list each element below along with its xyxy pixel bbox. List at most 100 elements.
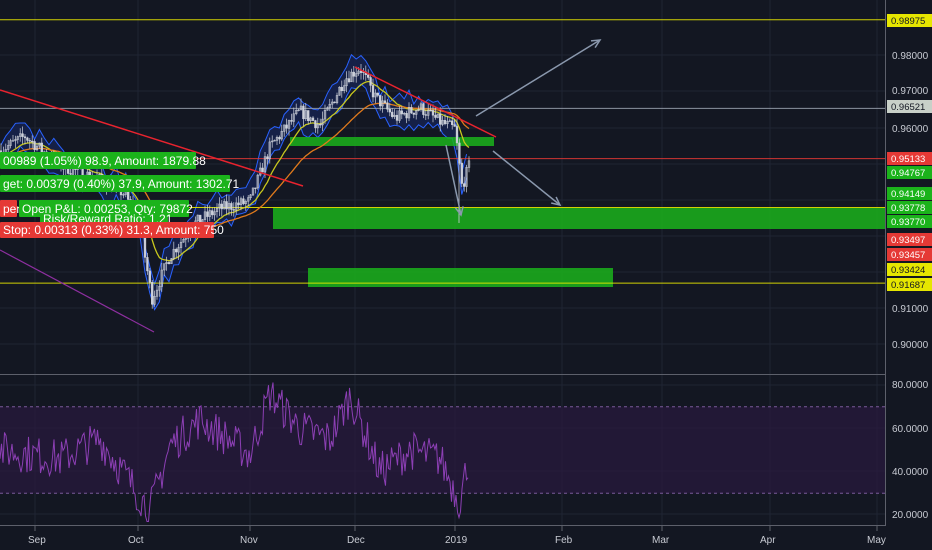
candle-body <box>182 239 185 243</box>
candle-body <box>347 78 351 83</box>
price-badge-label: 0.93424 <box>891 265 925 276</box>
candle-body <box>398 110 401 121</box>
position-labels: 00989 (1.05%) 98.9, Amount: 1879.88 get: … <box>0 152 240 238</box>
candle-body <box>263 156 267 173</box>
candle-body <box>280 131 283 140</box>
candle-body <box>40 142 43 153</box>
candle-body <box>227 203 231 210</box>
candle-body <box>218 203 221 209</box>
projection-arrow-drop-head <box>454 206 464 217</box>
candle-body <box>287 120 291 129</box>
candle-body <box>7 145 10 150</box>
position-label-box <box>0 222 214 238</box>
candle-body <box>177 247 180 253</box>
candle-body <box>465 167 468 187</box>
candle-body <box>376 92 379 96</box>
red-trendline <box>354 66 497 138</box>
candle-body <box>367 74 370 78</box>
candle-body <box>230 203 233 210</box>
candle-body <box>386 102 389 110</box>
candle-body <box>403 113 406 115</box>
x-tick-label: 2019 <box>445 535 468 546</box>
candle-body <box>244 200 247 204</box>
price-badge-label: 0.98975 <box>891 16 925 27</box>
drawings <box>0 39 602 333</box>
candle-body <box>388 108 391 113</box>
candle-body <box>38 142 41 147</box>
candle-body <box>33 141 36 151</box>
red-trendline <box>0 89 304 187</box>
price-badge <box>887 233 932 246</box>
candle-body <box>148 270 151 283</box>
y-tick-label: 0.96000 <box>892 124 929 135</box>
candle-body <box>429 109 432 112</box>
y-tick-label: 0.91000 <box>892 304 929 315</box>
x-tick-label: Mar <box>652 535 670 546</box>
candle-body <box>417 108 420 111</box>
candle-body <box>165 262 168 264</box>
candle-body <box>323 109 327 120</box>
candle-body <box>369 77 372 86</box>
projection-arrow-down <box>492 150 561 206</box>
candle-body <box>249 194 252 198</box>
candle-body <box>309 117 312 121</box>
candle-body <box>127 190 130 200</box>
candle-body <box>331 101 334 105</box>
candle-body <box>381 100 384 107</box>
position-label-box <box>0 200 17 217</box>
price-badge <box>887 166 932 179</box>
x-tick-label: Nov <box>240 535 258 546</box>
candle-body <box>415 110 418 115</box>
candle-body <box>333 101 336 104</box>
price-badge-label: 0.93770 <box>891 217 925 228</box>
candle-body <box>247 197 250 202</box>
candle-body <box>391 111 394 117</box>
price-badge <box>887 215 932 228</box>
position-label-box <box>0 175 230 192</box>
position-label-text: Stop: 0.00313 (0.33%) 31.3, Amount: 750 <box>3 223 224 237</box>
candle-body <box>21 133 24 137</box>
price-badge <box>887 100 932 113</box>
position-label-text: get: 0.00379 (0.40%) 37.9, Amount: 1302.… <box>3 177 240 191</box>
position-label-box <box>0 152 196 169</box>
candle-body <box>463 183 466 187</box>
candle-body <box>158 286 161 291</box>
time-axis: Sep Oct Nov Dec 2019 Feb Mar Apr May <box>28 535 886 546</box>
candle-body <box>446 121 449 125</box>
candle-body <box>155 289 159 297</box>
candle-body <box>211 210 214 216</box>
position-label-text: 00989 (1.05%) 98.9, Amount: 1879.88 <box>3 154 206 168</box>
candle-body <box>316 124 319 129</box>
candle-body <box>215 207 219 212</box>
rsi-tick-label: 40.0000 <box>892 467 929 478</box>
candle-body <box>319 124 322 126</box>
x-tick-label: Apr <box>760 535 776 546</box>
candle-body <box>400 110 403 115</box>
candle-body <box>251 187 255 196</box>
candle-body <box>427 109 430 116</box>
candle-body <box>374 92 377 98</box>
candle-body <box>146 257 149 272</box>
candle-body <box>242 198 245 204</box>
candle-body <box>371 85 375 98</box>
candle-body <box>340 86 343 92</box>
rsi-tick-label: 60.0000 <box>892 424 929 435</box>
price-badge <box>887 201 932 214</box>
candle-body <box>143 236 147 258</box>
candle-body <box>275 137 279 141</box>
candle-body <box>196 214 199 222</box>
candle-body <box>69 173 72 175</box>
y-tick-label: 0.90000 <box>892 340 929 351</box>
candle-body <box>407 107 411 119</box>
candle-body <box>31 140 34 143</box>
candle-body <box>14 139 17 141</box>
candle-body <box>434 114 437 118</box>
candle-body <box>235 202 238 211</box>
candle-body <box>290 120 293 122</box>
candle-body <box>355 73 358 77</box>
candle-body <box>35 145 39 151</box>
rsi-pane <box>0 382 885 522</box>
candle-body <box>455 126 459 144</box>
